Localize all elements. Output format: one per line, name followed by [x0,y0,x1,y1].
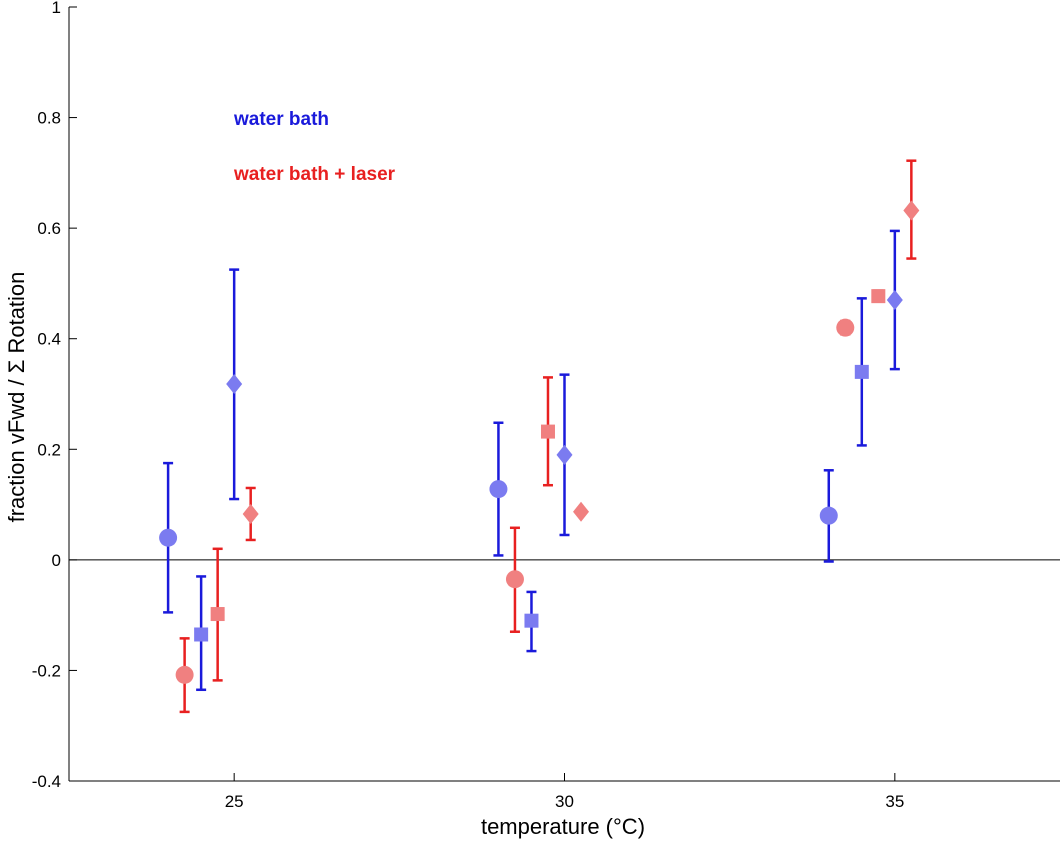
axes: -0.4 -0.2 0 0.2 0.4 0.6 0.8 1 25 30 35 [32,0,1060,811]
y-tick-label: 0.2 [37,440,61,459]
plot-area [159,159,920,714]
data-point-water-bath-laser-circle [175,665,194,684]
y-tick-label: 0.4 [37,330,61,349]
x-tick-label: 25 [225,792,244,811]
x-tick-label: 35 [885,792,904,811]
data-point-water-bath-laser-diamond [573,501,590,522]
data-point-water-bath-diamond [886,290,903,311]
data-point-water-bath-laser-square [540,424,555,439]
y-tick-label: -0.2 [32,661,61,680]
y-tick-label: 1 [52,0,61,17]
x-tick-label: 30 [555,792,574,811]
data-point-water-bath-laser-diamond [242,503,259,524]
data-point-water-bath-diamond [226,374,243,395]
data-point-water-bath-laser-square [210,607,225,622]
data-point-water-bath-laser-circle [505,570,524,589]
y-tick-label: -0.4 [32,772,61,791]
y-tick-label: 0.6 [37,219,61,238]
y-tick-label: 0.8 [37,109,61,128]
data-point-water-bath-laser-square [871,289,886,304]
data-point-water-bath-circle [819,506,838,525]
data-point-water-bath-laser-circle [836,318,855,337]
data-point-water-bath-diamond [556,444,573,465]
data-point-water-bath-square [524,613,539,628]
y-tick-label: 0 [52,551,61,570]
data-point-water-bath-circle [159,528,178,547]
x-axis-label: temperature (°C) [481,814,645,839]
legend-item-water-bath: water bath [233,109,329,130]
data-point-water-bath-laser-diamond [903,200,920,221]
data-point-water-bath-square [194,627,209,642]
y-axis-label: fraction vFwd / Σ Rotation [4,272,29,523]
data-point-water-bath-circle [489,480,508,499]
data-point-water-bath-square [854,364,869,379]
legend-item-water-bath-laser: water bath + laser [233,164,396,185]
